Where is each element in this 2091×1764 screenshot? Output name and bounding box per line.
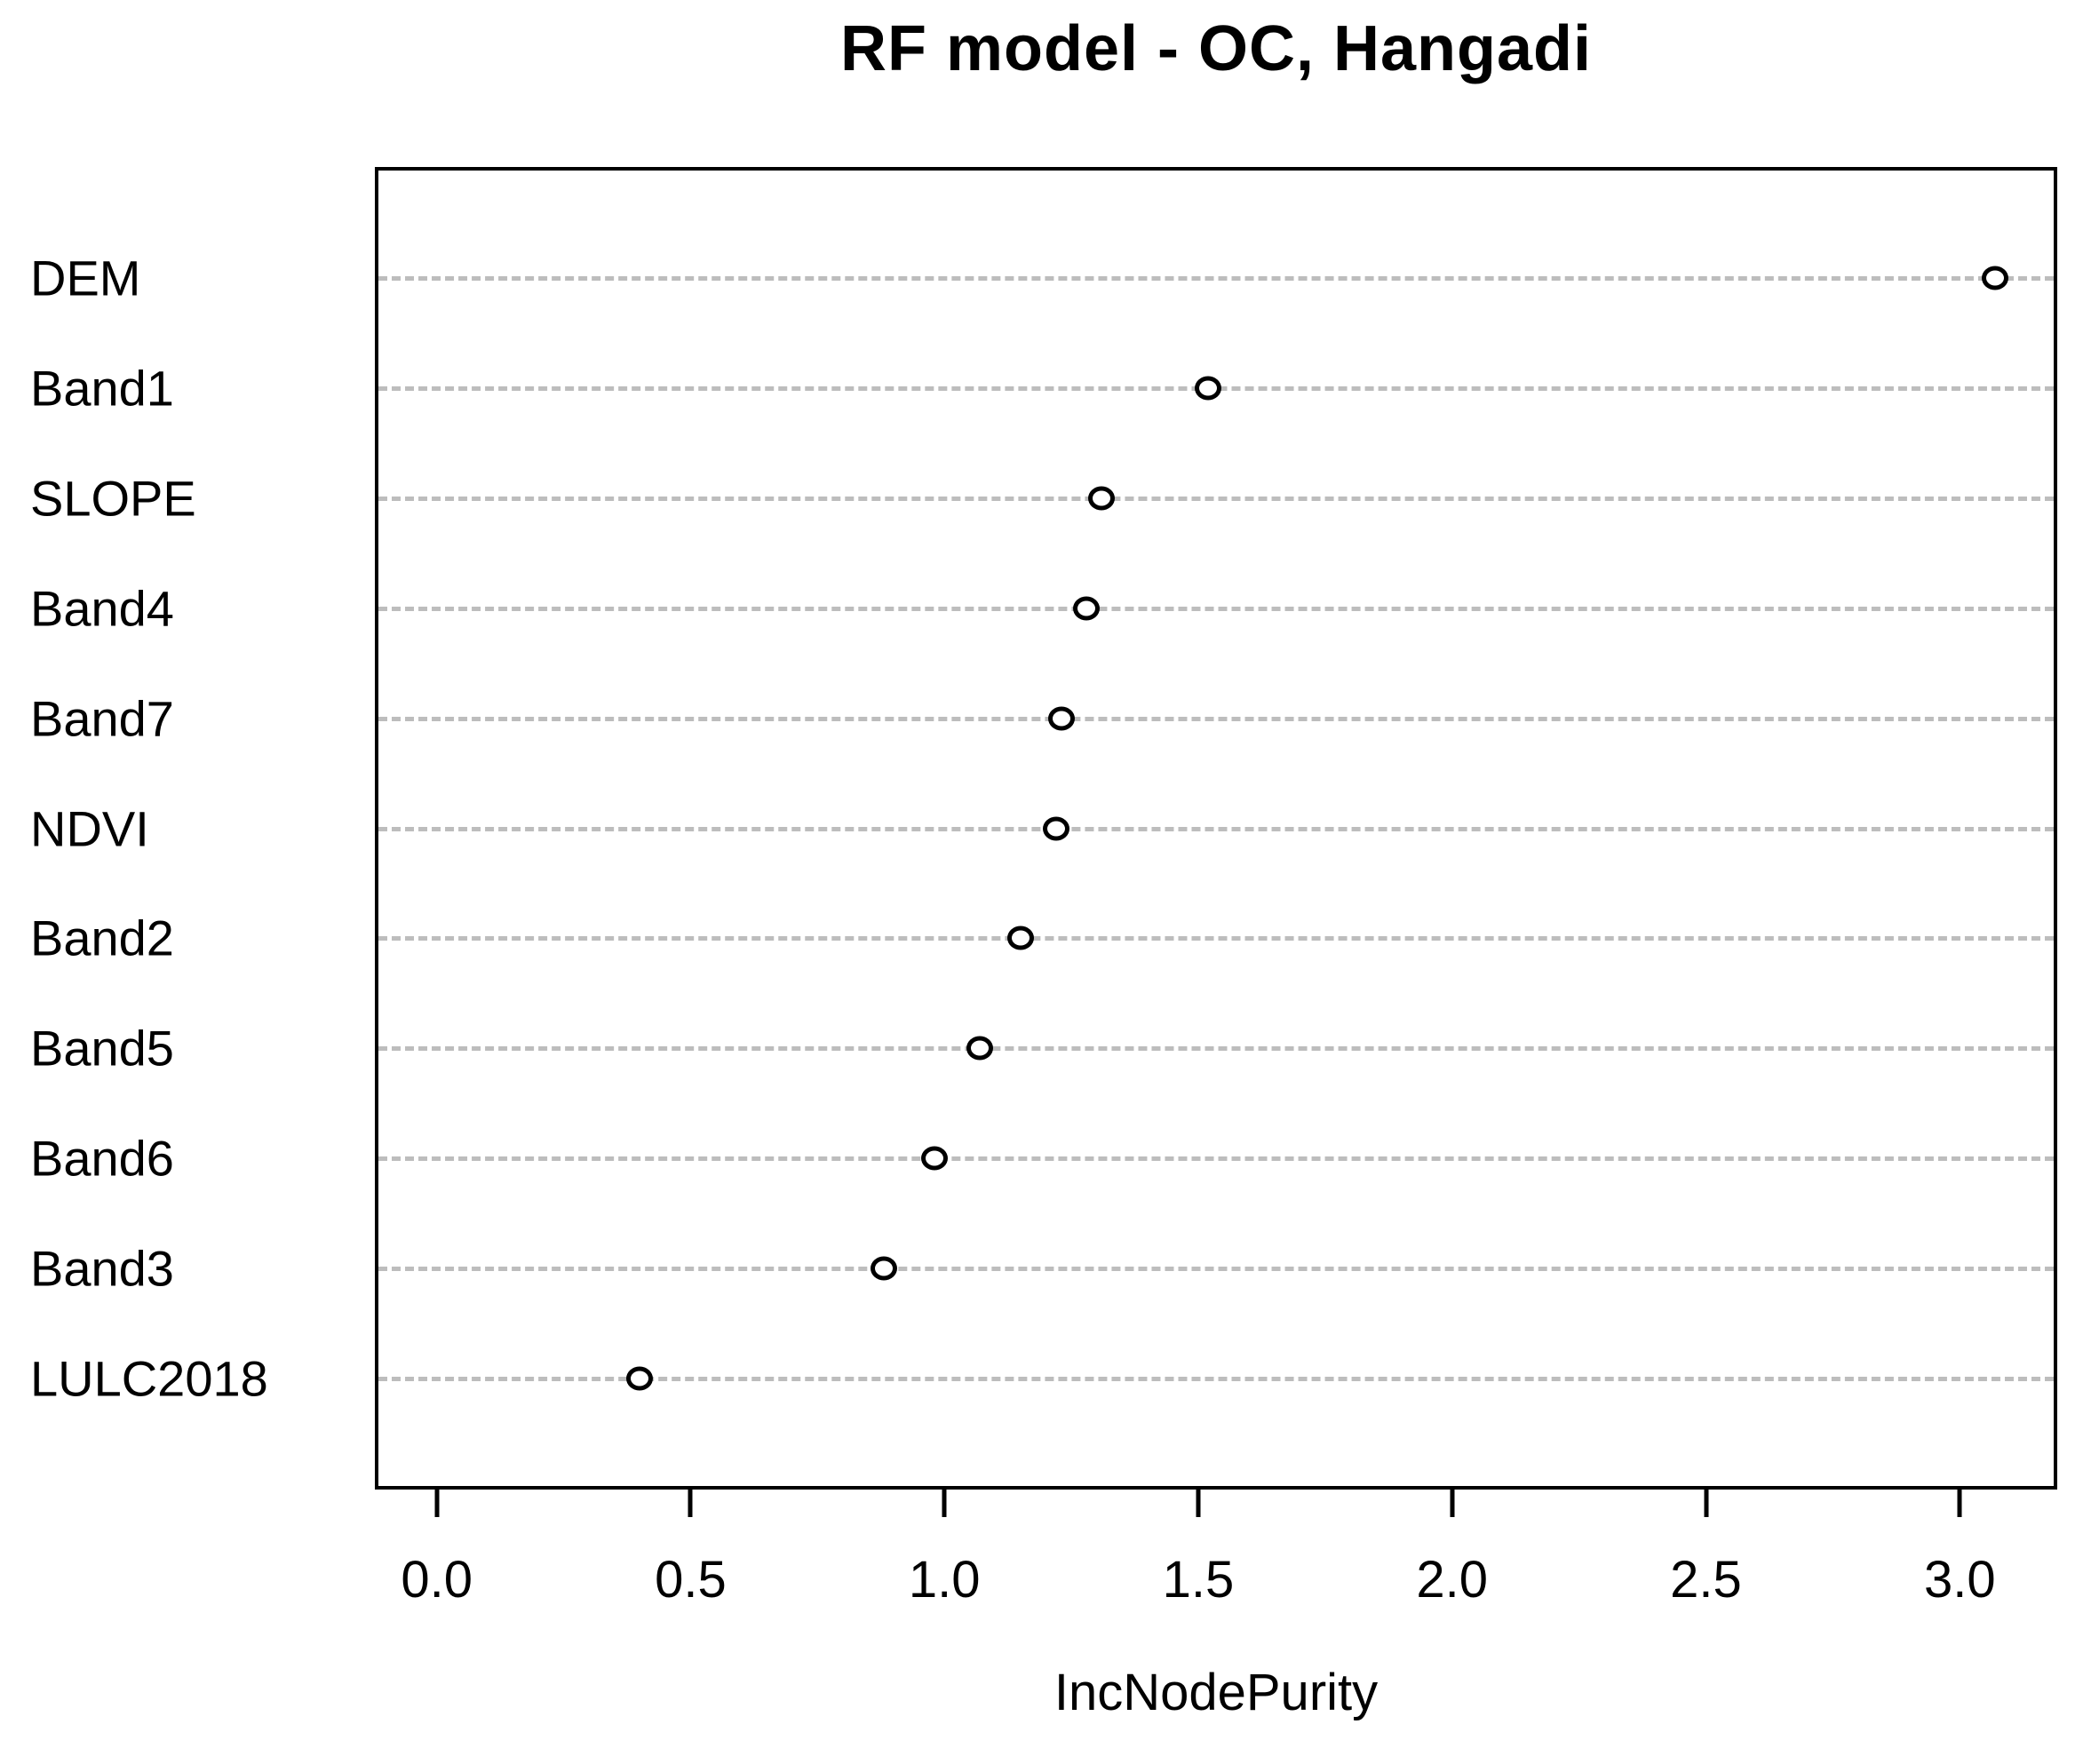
grid-line xyxy=(378,936,2054,942)
x-axis-tick xyxy=(942,1490,947,1517)
data-point-band4 xyxy=(1073,596,1101,621)
x-axis-tick xyxy=(1196,1490,1201,1517)
x-axis-tick-label: 1.0 xyxy=(908,1551,981,1609)
data-point-band1 xyxy=(1195,376,1222,401)
grid-line xyxy=(378,276,2054,281)
plot-area xyxy=(375,167,2057,1490)
x-axis-tick xyxy=(688,1490,693,1517)
data-point-band5 xyxy=(966,1036,994,1061)
y-axis-label-band6: Band6 xyxy=(30,1130,174,1187)
grid-line xyxy=(378,716,2054,721)
data-point-band6 xyxy=(920,1146,948,1171)
data-point-ndvi xyxy=(1042,816,1069,840)
x-axis-tick xyxy=(1957,1490,1962,1517)
x-axis-tick-label: 3.0 xyxy=(1923,1551,1996,1609)
x-axis-tick-label: 0.0 xyxy=(401,1551,473,1609)
x-axis-tick-label: 0.5 xyxy=(655,1551,727,1609)
y-axis-label-band4: Band4 xyxy=(30,580,174,637)
x-axis-tick-label: 2.5 xyxy=(1670,1551,1742,1609)
grid-line xyxy=(378,496,2054,501)
data-point-dem xyxy=(1982,266,2009,290)
grid-line xyxy=(378,1267,2054,1272)
grid-line xyxy=(378,1377,2054,1381)
data-point-band7 xyxy=(1047,706,1075,731)
data-point-band3 xyxy=(870,1256,897,1281)
x-axis-tick-label: 1.5 xyxy=(1162,1551,1235,1609)
data-point-lulc2018 xyxy=(626,1366,654,1391)
grid-line xyxy=(378,1046,2054,1052)
y-axis-label-slope: SLOPE xyxy=(30,470,196,527)
data-point-slope xyxy=(1088,486,1116,511)
y-axis-label-band5: Band5 xyxy=(30,1020,174,1077)
chart-title: RF model - OC, Hangadi xyxy=(839,13,1593,84)
x-axis-tick xyxy=(1450,1490,1455,1517)
y-axis-label-lulc2018: LULC2018 xyxy=(30,1350,268,1407)
y-axis-label-dem: DEM xyxy=(30,250,141,306)
x-axis-tick xyxy=(1704,1490,1708,1517)
y-axis-label-ndvi: NDVI xyxy=(30,800,149,856)
grid-line xyxy=(378,826,2054,831)
grid-line xyxy=(378,1156,2054,1162)
data-point-band2 xyxy=(1006,926,1034,950)
x-axis-tick xyxy=(434,1490,440,1517)
y-axis-label-band2: Band2 xyxy=(30,910,174,966)
grid-line xyxy=(378,606,2054,611)
y-axis-label-band7: Band7 xyxy=(30,690,174,747)
x-axis-title: IncNodePurity xyxy=(1053,1664,1379,1721)
x-axis-tick-label: 2.0 xyxy=(1416,1551,1489,1609)
y-axis-label-band1: Band1 xyxy=(30,360,174,417)
y-axis-label-band3: Band3 xyxy=(30,1240,174,1297)
